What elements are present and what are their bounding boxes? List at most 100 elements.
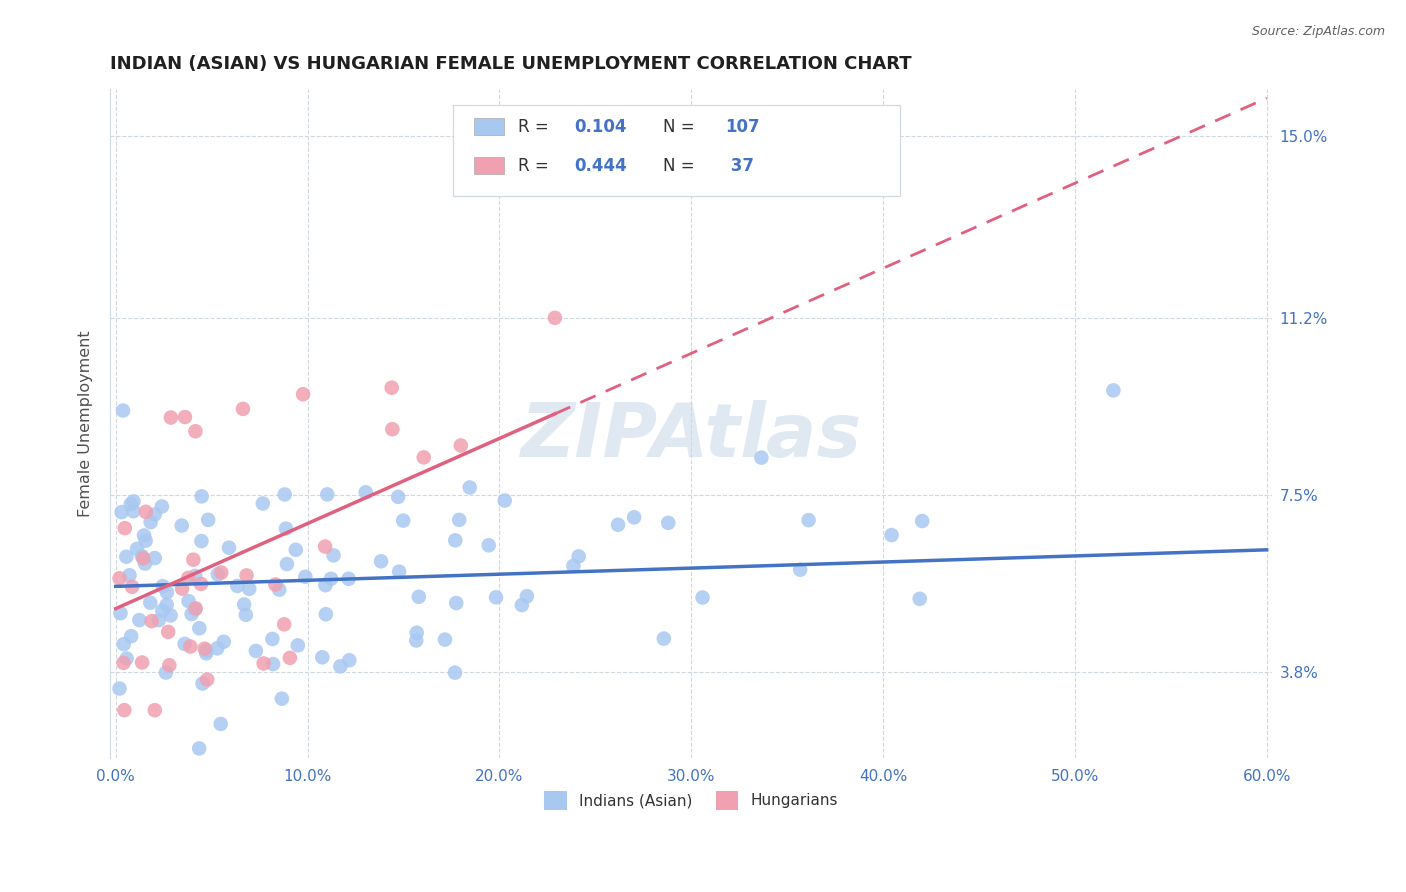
Point <box>179 640 201 654</box>
Point <box>115 651 138 665</box>
Point <box>329 659 352 673</box>
Point <box>132 551 155 566</box>
Point <box>269 582 291 597</box>
Text: N =: N = <box>664 118 700 136</box>
Point <box>908 591 931 606</box>
Point <box>692 591 714 605</box>
Point <box>278 651 301 665</box>
Point <box>1102 384 1125 398</box>
Point <box>751 450 773 465</box>
Point <box>191 676 214 690</box>
Point <box>273 617 295 632</box>
Point <box>108 681 131 696</box>
Point <box>110 606 132 620</box>
Point <box>122 494 145 508</box>
Point <box>322 549 344 563</box>
FancyBboxPatch shape <box>453 105 900 195</box>
Point <box>294 570 316 584</box>
Point <box>207 567 229 582</box>
Point <box>150 500 173 514</box>
Point <box>135 505 157 519</box>
Point <box>252 496 274 510</box>
Point <box>314 578 336 592</box>
Point <box>143 508 166 522</box>
Point <box>209 717 232 731</box>
Point <box>177 571 200 585</box>
Point <box>143 703 166 717</box>
Point <box>108 571 131 585</box>
Point <box>652 632 675 646</box>
Point <box>319 572 342 586</box>
Point <box>190 534 212 549</box>
Point <box>657 516 679 530</box>
Point <box>150 604 173 618</box>
Point <box>262 632 284 646</box>
Point <box>253 657 276 671</box>
Point <box>311 650 333 665</box>
Point <box>174 410 197 425</box>
Text: ZIPAtlas: ZIPAtlas <box>520 401 862 473</box>
Point <box>233 598 256 612</box>
Y-axis label: Female Unemployment: Female Unemployment <box>79 330 93 516</box>
Point <box>433 632 456 647</box>
Point <box>143 551 166 566</box>
Point <box>226 579 249 593</box>
Point <box>315 607 337 622</box>
Point <box>157 624 180 639</box>
Point <box>184 602 207 616</box>
Point <box>408 590 430 604</box>
Point <box>159 608 181 623</box>
Point <box>405 625 427 640</box>
Text: 0.104: 0.104 <box>574 118 626 136</box>
Point <box>114 521 136 535</box>
Point <box>238 582 260 596</box>
Point <box>155 665 177 680</box>
Point <box>197 513 219 527</box>
Point <box>544 310 567 325</box>
Text: 37: 37 <box>725 157 754 175</box>
Point <box>112 403 135 417</box>
Point <box>218 541 240 555</box>
Point <box>264 577 287 591</box>
Point <box>880 528 903 542</box>
Point <box>381 422 404 436</box>
Point <box>112 637 135 651</box>
Text: R =: R = <box>517 118 554 136</box>
Point <box>141 614 163 628</box>
Point <box>212 634 235 648</box>
FancyBboxPatch shape <box>474 157 503 174</box>
Text: N =: N = <box>664 157 700 175</box>
Point <box>516 589 538 603</box>
Point <box>387 490 409 504</box>
Point <box>195 646 218 660</box>
Point <box>188 741 211 756</box>
Text: Source: ZipAtlas.com: Source: ZipAtlas.com <box>1251 25 1385 38</box>
Text: 107: 107 <box>725 118 759 136</box>
Point <box>485 591 508 605</box>
Point <box>170 518 193 533</box>
Point <box>115 549 138 564</box>
Point <box>568 549 591 564</box>
Point <box>188 621 211 635</box>
Point <box>494 493 516 508</box>
Point <box>458 481 481 495</box>
Point <box>183 552 205 566</box>
Point <box>274 522 297 536</box>
Point <box>139 515 162 529</box>
Point <box>110 505 132 519</box>
Point <box>235 607 257 622</box>
Point <box>152 579 174 593</box>
Point <box>148 613 170 627</box>
Point <box>139 596 162 610</box>
Point <box>135 533 157 548</box>
Point <box>156 598 179 612</box>
Point <box>623 510 645 524</box>
Point <box>388 565 411 579</box>
Point <box>276 557 298 571</box>
Point <box>122 504 145 518</box>
Point <box>157 658 180 673</box>
Point <box>284 542 307 557</box>
Point <box>245 644 267 658</box>
Point <box>184 601 207 615</box>
Point <box>444 665 467 680</box>
